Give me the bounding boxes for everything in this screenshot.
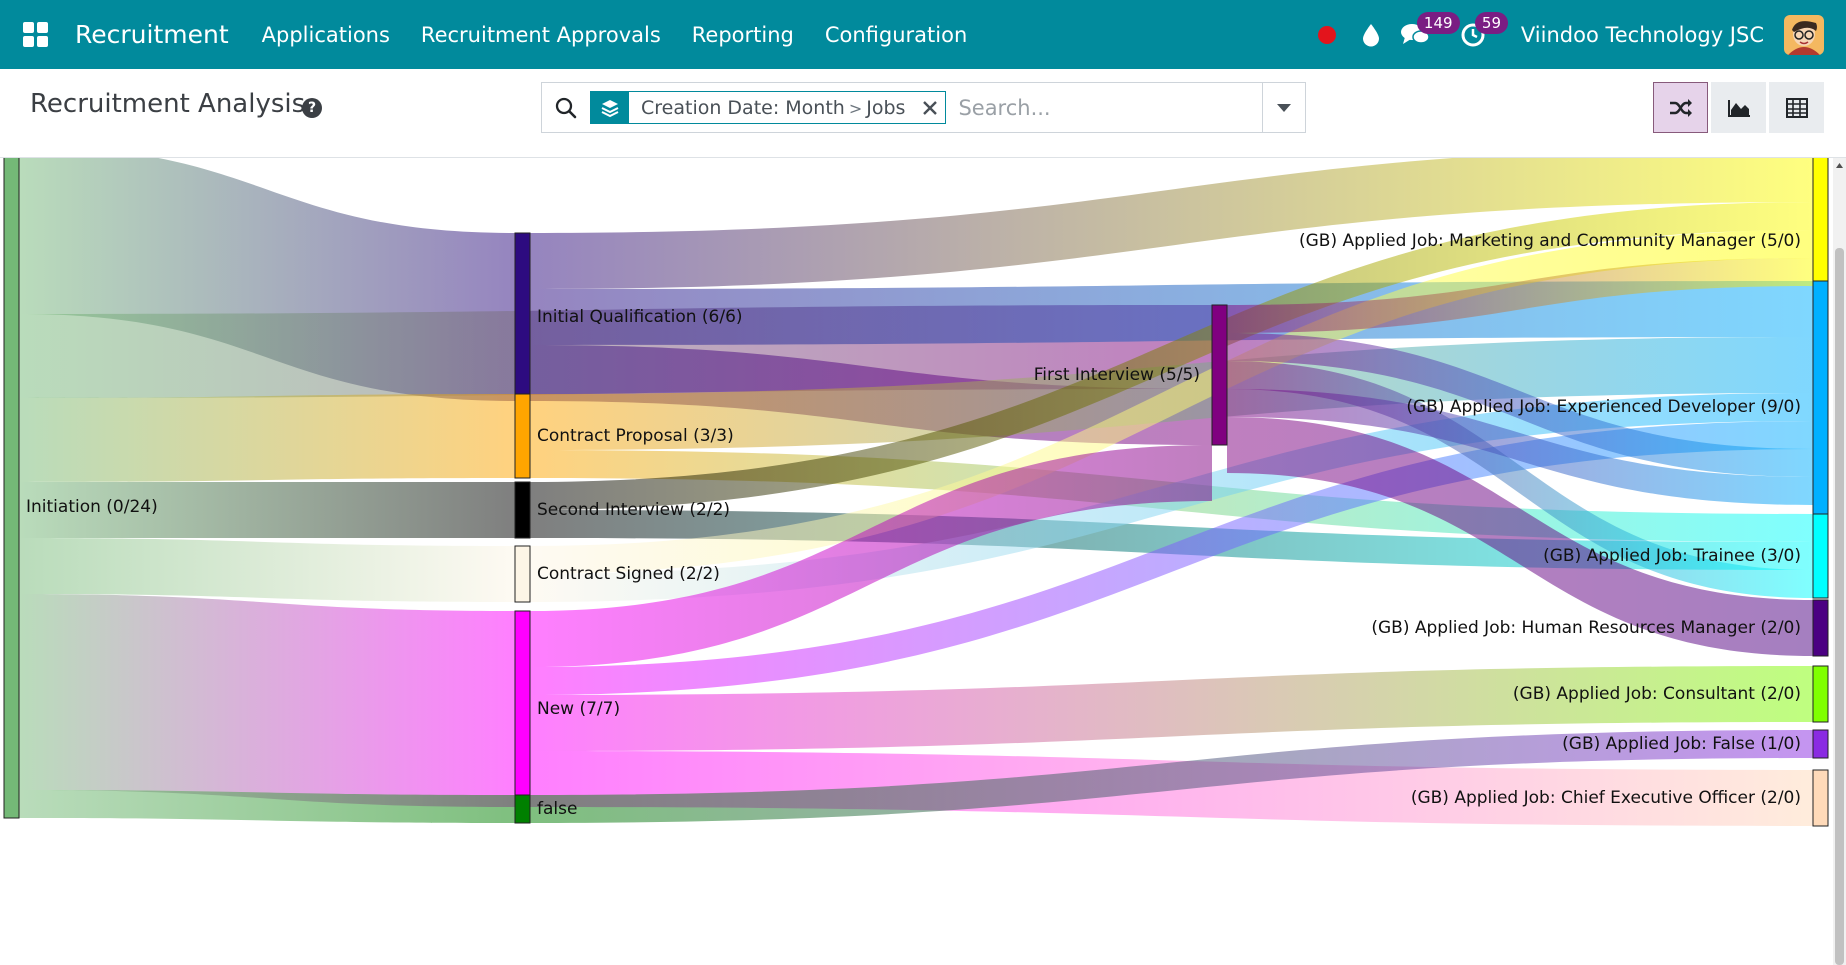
sankey-node-tr[interactable] [1812, 513, 1829, 599]
vertical-scrollbar[interactable] [1833, 158, 1846, 965]
top-navbar: Recruitment Applications Recruitment App… [0, 0, 1846, 69]
layers-icon [591, 92, 629, 123]
sankey-node-ceo[interactable] [1812, 769, 1829, 827]
sankey-label-ceo: (GB) Applied Job: Chief Executive Office… [1411, 788, 1801, 808]
sankey-link-fi-to-ed[interactable] [1227, 389, 1813, 505]
sankey-link-new-to-fi[interactable] [530, 445, 1212, 667]
graph-view-button[interactable] [1711, 82, 1766, 133]
search-bar: Creation Date: Month > Jobs [541, 82, 1306, 133]
chat-icon[interactable]: 149 [1393, 0, 1460, 69]
scroll-up-icon[interactable] [1833, 158, 1846, 172]
help-icon[interactable] [302, 98, 322, 118]
menu-configuration[interactable]: Configuration [824, 22, 968, 47]
sankey-label-fi: First Interview (5/5) [1034, 365, 1200, 385]
menu-reporting[interactable]: Reporting [691, 22, 794, 47]
menu-applications[interactable]: Applications [261, 22, 390, 47]
facet-remove-icon[interactable] [915, 92, 945, 123]
app-menu-icon[interactable] [0, 0, 70, 69]
facet-separator: > [848, 98, 863, 118]
table-icon [1785, 97, 1808, 118]
sankey-label-con: (GB) Applied Job: Consultant (2/0) [1513, 684, 1801, 704]
sankey-chart: Initiation (0/24) Initial Qualification (… [0, 158, 1846, 965]
sankey-label-si: Second Interview (2/2) [537, 500, 730, 520]
area-chart-icon [1727, 99, 1750, 117]
sankey-link-fi-to-tr[interactable] [1227, 361, 1813, 598]
sankey-label-new: New (7/7) [537, 699, 620, 719]
sankey-node-cs[interactable] [514, 545, 531, 603]
sankey-node-init[interactable] [3, 158, 20, 819]
sankey-link-false-to-jf[interactable] [530, 730, 1813, 823]
search-icon[interactable] [542, 83, 590, 132]
sankey-label-iq: Initial Qualification (6/6) [537, 307, 743, 327]
sankey-link-fi-to-ed[interactable] [1227, 333, 1813, 477]
sankey-node-false[interactable] [514, 794, 531, 824]
sankey-label-init: Initiation (0/24) [26, 497, 158, 517]
sankey-link-init-to-cp[interactable] [19, 394, 515, 482]
sankey-link-fi-to-mcm[interactable] [1227, 258, 1813, 333]
random-icon [1669, 98, 1692, 117]
pivot-view-button[interactable] [1769, 82, 1824, 133]
sankey-link-iq-to-mcm[interactable] [530, 158, 1813, 289]
sankey-link-init-to-new[interactable] [19, 594, 515, 807]
groupby-facet: Creation Date: Month > Jobs [590, 91, 947, 124]
activity-count-badge: 59 [1474, 12, 1508, 34]
sankey-node-mcm[interactable] [1812, 158, 1829, 287]
sankey-node-cp[interactable] [514, 393, 531, 479]
sankey-view-button[interactable] [1653, 82, 1708, 133]
sankey-node-iq[interactable] [514, 232, 531, 402]
control-panel: Recruitment Analysis Creation Date: Mont… [0, 69, 1846, 158]
sankey-link-init-to-si[interactable] [19, 482, 515, 538]
record-icon[interactable] [1305, 0, 1349, 69]
facet-value: Creation Date: Month > Jobs [629, 97, 915, 119]
sankey-label-cp: Contract Proposal (3/3) [537, 426, 734, 446]
sankey-node-fi[interactable] [1211, 304, 1228, 446]
company-switcher[interactable]: Viindoo Technology JSC [1520, 22, 1764, 47]
sankey-label-tr: (GB) Applied Job: Trainee (3/0) [1543, 546, 1801, 566]
sankey-label-jf: (GB) Applied Job: False (1/0) [1562, 734, 1801, 754]
sankey-label-ed: (GB) Applied Job: Experienced Developer … [1406, 397, 1801, 417]
sankey-label-hrm: (GB) Applied Job: Human Resources Manage… [1371, 618, 1801, 638]
sankey-node-con[interactable] [1812, 665, 1829, 723]
facet-group-date: Creation Date: Month [641, 96, 845, 119]
sankey-link-cs-to-mcm[interactable] [530, 230, 1813, 574]
sankey-node-new[interactable] [514, 610, 531, 808]
sankey-svg: Initiation (0/24) Initial Qualification (… [3, 158, 1829, 827]
navbar-systray: 149 59 Viindoo Technology JSC [1305, 0, 1846, 69]
view-switcher [1653, 82, 1827, 133]
user-avatar[interactable] [1784, 14, 1824, 55]
sankey-link-new-to-ed[interactable] [530, 421, 1813, 695]
activity-clock-icon[interactable]: 59 [1451, 0, 1508, 69]
page-title: Recruitment Analysis [30, 89, 306, 119]
sankey-label-mcm: (GB) Applied Job: Marketing and Communit… [1299, 231, 1801, 251]
sankey-link-si-to-mcm[interactable] [530, 202, 1813, 510]
sankey-link-init-to-false[interactable] [19, 790, 515, 823]
sankey-link-fi-to-hrm[interactable] [1227, 417, 1813, 656]
sankey-link-new-to-con[interactable] [530, 666, 1813, 751]
drop-icon[interactable] [1349, 0, 1393, 69]
sankey-node-hrm[interactable] [1812, 599, 1829, 657]
sankey-label-false: false [537, 799, 577, 819]
chat-count-badge: 149 [1416, 12, 1460, 34]
app-brand[interactable]: Recruitment [75, 20, 229, 49]
sankey-label-cs: Contract Signed (2/2) [537, 564, 720, 584]
search-input[interactable] [958, 95, 1259, 120]
sankey-link-init-to-cs[interactable] [19, 538, 515, 602]
menu-recruitment-approvals[interactable]: Recruitment Approvals [420, 22, 661, 47]
sankey-node-si[interactable] [514, 481, 531, 539]
scrollbar-thumb[interactable] [1835, 248, 1844, 965]
facet-group-jobs: Jobs [866, 96, 906, 119]
sankey-node-jf[interactable] [1812, 729, 1829, 759]
search-options-toggle[interactable] [1262, 83, 1305, 132]
sankey-node-ed[interactable] [1812, 280, 1829, 534]
